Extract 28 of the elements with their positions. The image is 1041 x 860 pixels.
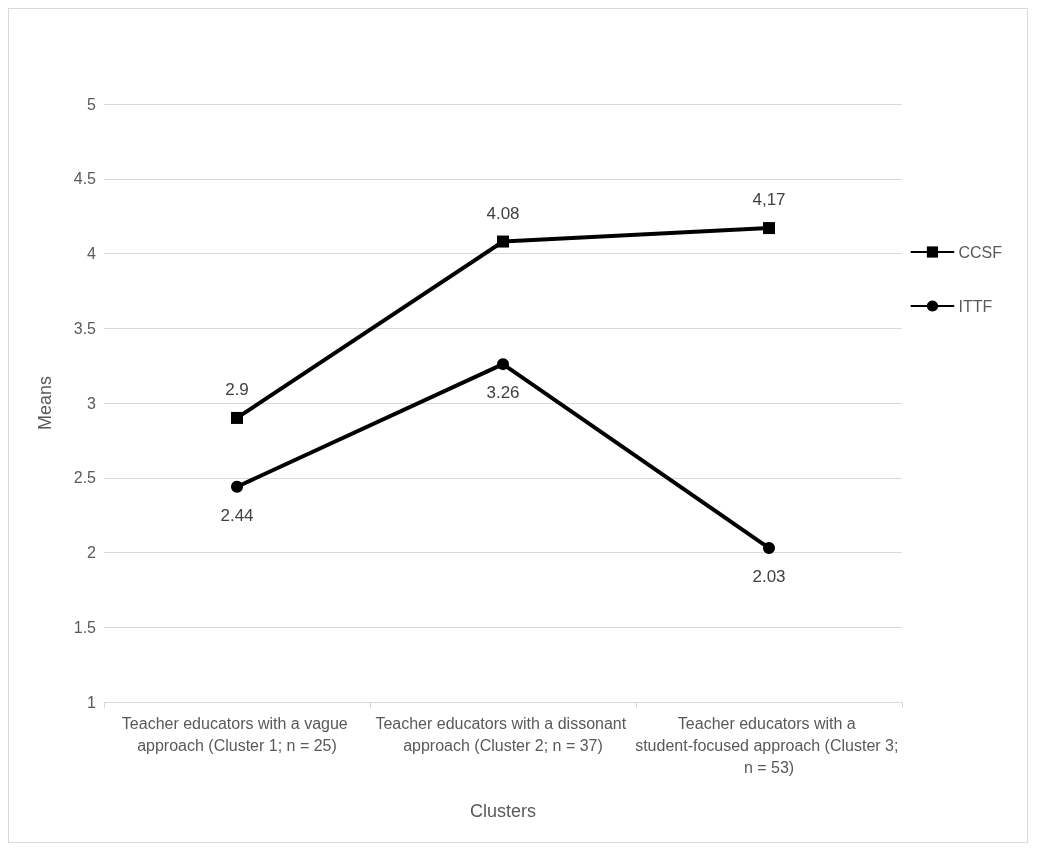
y-tick-label: 2 [87,544,97,561]
data-label: 4.08 [486,203,520,223]
legend-label: ITTF [958,297,993,315]
x-tick-label: Teacher educators with a vague approach (Cluster 1; n = 25) [121,714,353,754]
data-label: 2.03 [752,567,786,587]
y-tick-label: 1 [87,693,97,711]
point [497,235,509,248]
point [497,358,509,371]
data-label: 4,17 [752,190,786,210]
data-label: 3.26 [486,383,520,403]
legend-label: CCSF [958,243,1003,261]
x-axis-title: Clusters [469,801,537,821]
point [763,542,775,555]
point [231,411,243,424]
y-tick-label: 4 [87,245,97,262]
y-axis-title: Means [35,375,55,431]
y-tick-label: 3 [87,394,97,412]
x-tick-label: Teacher educators with a dissonant approach (Cluster 2; n = 37) [375,714,631,754]
y-tick-label: 2.5 [73,469,97,487]
data-label: 2.44 [220,505,254,525]
y-tick-label: 5 [87,95,97,113]
x-tick-label: Teacher educators with a student-focused approach (Cluster 3; n = 53) [635,714,903,776]
y-tick-label: 1.5 [73,618,97,636]
y-tick-label: 4.5 [73,170,97,188]
point [231,480,243,493]
point [763,222,775,235]
data-label: 2.9 [225,379,249,399]
y-tick-label: 3.5 [73,319,97,337]
